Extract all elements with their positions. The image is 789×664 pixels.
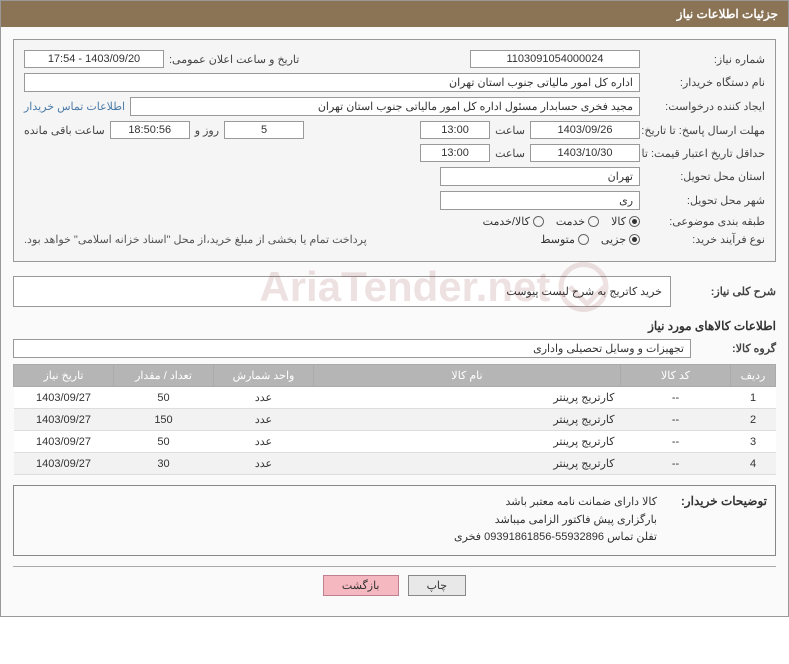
process-radio-group: جزیی متوسط <box>540 233 640 246</box>
th-row: ردیف <box>731 365 776 387</box>
table-row: 1--کارتریج پرینترعدد501403/09/27 <box>14 387 776 409</box>
desc-field: خرید کاتریج به شرح لیست پیوست <box>13 276 671 307</box>
process-label: نوع فرآیند خرید: <box>645 233 765 246</box>
table-row: 3--کارتریج پرینترعدد501403/09/27 <box>14 431 776 453</box>
radio-service[interactable]: خدمت <box>556 215 599 228</box>
buyer-notes-text: کالا دارای ضمانت نامه معتبر باشد بارگزار… <box>454 494 657 547</box>
price-valid-date: 1403/10/30 <box>530 144 640 162</box>
radio-goods[interactable]: کالا <box>611 215 640 228</box>
need-no-label: شماره نیاز: <box>645 53 765 66</box>
province-label: استان محل تحویل: <box>645 170 765 183</box>
send-deadline-date: 1403/09/26 <box>530 121 640 139</box>
buyer-notes-label: توضیحات خریدار: <box>667 494 767 547</box>
province-field: تهران <box>440 167 640 186</box>
time-label-1: ساعت <box>495 124 525 137</box>
table-row: 2--کارتریج پرینترعدد1501403/09/27 <box>14 409 776 431</box>
category-label: طبقه بندی موضوعی: <box>645 215 765 228</box>
category-radio-group: کالا خدمت کالا/خدمت <box>483 215 640 228</box>
th-name: نام کالا <box>314 365 621 387</box>
time-label-2: ساعت <box>495 147 525 160</box>
radio-small[interactable]: جزیی <box>601 233 640 246</box>
header-bar: جزئیات اطلاعات نیاز <box>1 1 788 27</box>
buyer-org-label: نام دستگاه خریدار: <box>645 76 765 89</box>
goods-info-title: اطلاعات کالاهای مورد نیاز <box>13 319 776 333</box>
header-title: جزئیات اطلاعات نیاز <box>677 7 778 21</box>
announce-dt-field: 1403/09/20 - 17:54 <box>24 50 164 68</box>
table-header-row: ردیف کد کالا نام کالا واحد شمارش تعداد /… <box>14 365 776 387</box>
buyer-notes-box: توضیحات خریدار: کالا دارای ضمانت نامه مع… <box>13 485 776 556</box>
radio-goods-service[interactable]: کالا/خدمت <box>483 215 544 228</box>
city-field: ری <box>440 191 640 210</box>
remain-label: ساعت باقی مانده <box>24 124 105 137</box>
send-deadline-time: 13:00 <box>420 121 490 139</box>
goods-table: ردیف کد کالا نام کالا واحد شمارش تعداد /… <box>13 364 776 475</box>
goods-group-label: گروه کالا: <box>696 342 776 355</box>
button-row: چاپ بازگشت <box>13 566 776 604</box>
process-note: پرداخت تمام یا بخشی از مبلغ خرید،از محل … <box>24 233 367 246</box>
announce-dt-label: تاریخ و ساعت اعلان عمومی: <box>169 53 299 66</box>
remain-time: 18:50:56 <box>110 121 190 139</box>
requester-field: مجید فخری حسابدار مسئول اداره کل امور ما… <box>130 97 640 116</box>
city-label: شهر محل تحویل: <box>645 194 765 207</box>
requester-label: ایجاد کننده درخواست: <box>645 100 765 113</box>
goods-group-field: تجهیزات و وسایل تحصیلی واداری <box>13 339 691 358</box>
days-field: 5 <box>224 121 304 139</box>
form-box: شماره نیاز: 1103091054000024 تاریخ و ساع… <box>13 39 776 262</box>
print-button[interactable]: چاپ <box>408 575 467 596</box>
buyer-org-field: اداره کل امور مالیاتی جنوب استان تهران <box>24 73 640 92</box>
table-row: 4--کارتریج پرینترعدد301403/09/27 <box>14 453 776 475</box>
th-code: کد کالا <box>621 365 731 387</box>
content-area: AriaTender.net شماره نیاز: 1103091054000… <box>1 27 788 616</box>
contact-link[interactable]: اطلاعات تماس خریدار <box>24 100 125 113</box>
need-no-field: 1103091054000024 <box>470 50 640 68</box>
desc-label: شرح کلی نیاز: <box>676 285 776 298</box>
price-valid-label: حداقل تاریخ اعتبار قیمت: تا تاریخ: <box>645 147 765 160</box>
back-button[interactable]: بازگشت <box>323 575 399 596</box>
radio-medium[interactable]: متوسط <box>540 233 589 246</box>
main-container: جزئیات اطلاعات نیاز AriaTender.net شماره… <box>0 0 789 617</box>
th-unit: واحد شمارش <box>214 365 314 387</box>
price-valid-time: 13:00 <box>420 144 490 162</box>
days-and-label: روز و <box>195 124 219 137</box>
th-qty: تعداد / مقدار <box>114 365 214 387</box>
send-deadline-label: مهلت ارسال پاسخ: تا تاریخ: <box>645 124 765 137</box>
th-date: تاریخ نیاز <box>14 365 114 387</box>
